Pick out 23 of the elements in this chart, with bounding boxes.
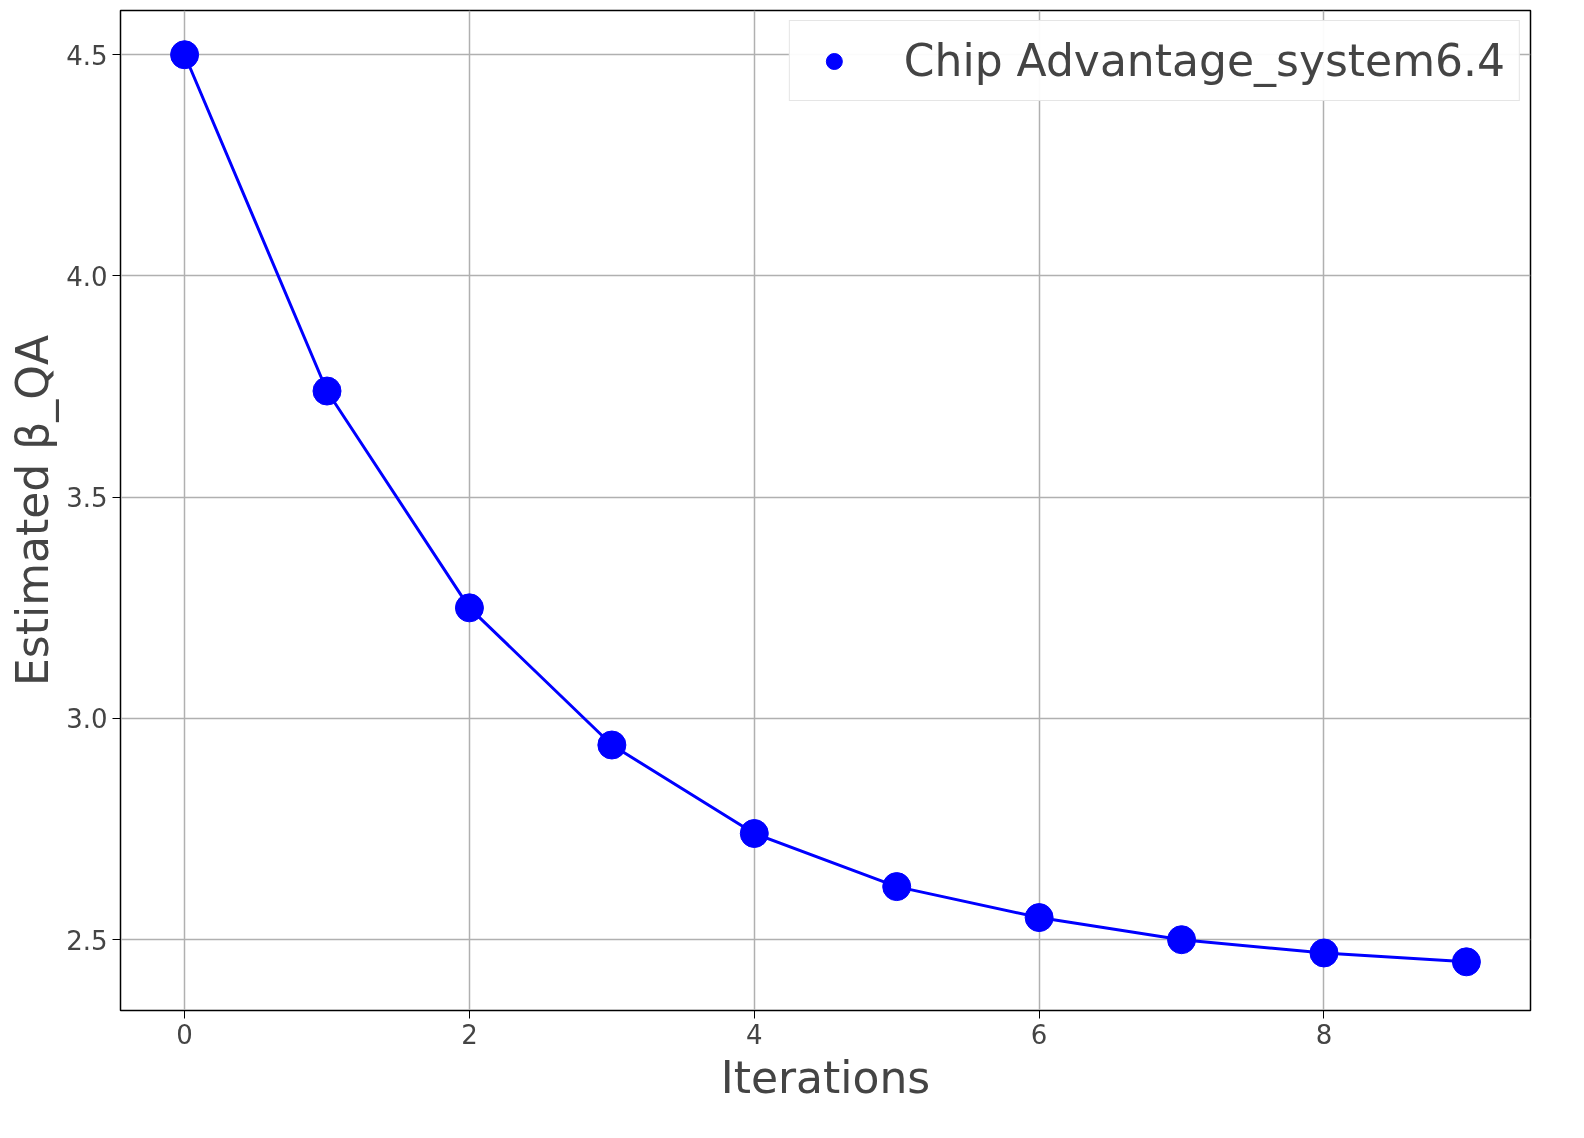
y-tick-label: 4.5 <box>66 40 108 71</box>
y-axis-title: Estimated β_QA <box>7 334 60 687</box>
point <box>597 730 627 760</box>
y-tick-label: 4.0 <box>66 261 108 292</box>
point <box>454 593 484 623</box>
y-tick-label: 3.0 <box>66 704 108 735</box>
x-tick-label: 6 <box>1030 1019 1048 1050</box>
x-tick-label: 8 <box>1315 1019 1333 1050</box>
point <box>1451 947 1481 977</box>
x-tick-label: 2 <box>461 1019 478 1050</box>
point <box>170 40 200 70</box>
point <box>1309 938 1339 968</box>
point <box>1167 925 1197 955</box>
y-tick-label: 3.5 <box>66 483 108 514</box>
y-tick-label: 2.5 <box>66 925 108 956</box>
x-tick-label: 0 <box>176 1019 193 1050</box>
point <box>739 819 769 848</box>
x-tick-label: 4 <box>746 1019 763 1050</box>
point <box>312 376 342 406</box>
legend-label: Chip Advantage_system6.4 <box>903 35 1505 86</box>
x-axis-title: Iterations <box>720 1051 931 1103</box>
point <box>1024 903 1054 933</box>
point <box>882 872 912 902</box>
